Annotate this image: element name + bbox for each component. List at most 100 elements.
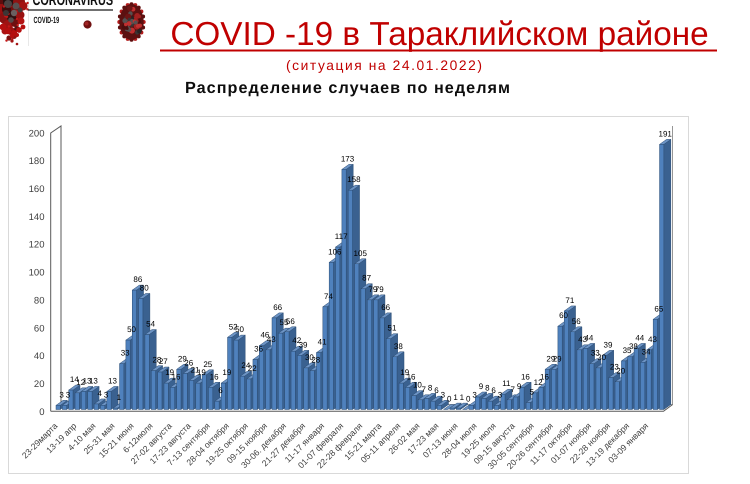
svg-text:3: 3 [441,390,446,399]
svg-text:173: 173 [341,154,355,163]
svg-text:16: 16 [407,372,416,381]
svg-text:30: 30 [597,353,606,362]
svg-text:6: 6 [434,386,439,395]
svg-text:19: 19 [400,368,409,377]
svg-text:28: 28 [152,356,161,365]
svg-text:20: 20 [34,379,45,390]
svg-text:74: 74 [324,292,333,301]
svg-text:COVID -19 в Тараклийском район: COVID -19 в Тараклийском районе [170,16,708,53]
svg-text:0: 0 [447,395,452,404]
svg-text:50: 50 [127,325,136,334]
svg-text:25: 25 [203,360,212,369]
svg-text:43: 43 [578,335,587,344]
svg-text:44: 44 [635,333,644,342]
svg-text:54: 54 [146,320,155,329]
svg-text:19: 19 [165,368,174,377]
svg-text:35: 35 [623,346,632,355]
svg-text:43: 43 [648,335,657,344]
svg-text:56: 56 [286,317,295,326]
svg-text:60: 60 [34,323,45,334]
svg-text:60: 60 [559,311,568,320]
svg-text:0: 0 [39,407,44,418]
svg-text:120: 120 [29,240,45,251]
svg-text:66: 66 [273,303,282,312]
svg-text:13: 13 [83,376,92,385]
svg-text:3: 3 [104,390,109,399]
svg-text:6: 6 [218,386,223,395]
svg-text:52: 52 [229,322,238,331]
svg-text:100: 100 [29,268,45,279]
svg-text:7: 7 [422,385,427,394]
svg-text:191: 191 [659,129,673,138]
svg-text:30: 30 [305,353,314,362]
svg-text:79: 79 [368,285,377,294]
svg-text:22: 22 [248,364,257,373]
svg-text:1: 1 [117,393,122,402]
svg-text:16: 16 [172,372,181,381]
svg-text:51: 51 [388,324,397,333]
svg-text:65: 65 [654,304,663,313]
svg-text:44: 44 [584,333,593,342]
svg-text:3: 3 [59,390,64,399]
svg-text:117: 117 [335,232,348,241]
svg-text:87: 87 [362,274,371,283]
svg-text:158: 158 [347,175,361,184]
svg-text:39: 39 [299,340,308,349]
svg-text:39: 39 [604,340,613,349]
svg-text:27: 27 [159,357,168,366]
svg-text:9: 9 [479,382,484,391]
svg-text:140: 140 [29,212,45,223]
svg-text:56: 56 [572,317,581,326]
svg-text:71: 71 [565,296,574,305]
svg-text:Распределение случаев по недел: Распределение случаев по неделям [185,79,510,97]
svg-text:1: 1 [453,393,458,402]
svg-text:19: 19 [197,368,206,377]
svg-text:38: 38 [629,342,638,351]
svg-text:13: 13 [89,376,98,385]
svg-text:3: 3 [498,390,503,399]
svg-text:16: 16 [210,372,219,381]
svg-text:23: 23 [610,363,619,372]
svg-text:29: 29 [553,354,562,363]
svg-text:33: 33 [121,349,130,358]
svg-text:0: 0 [466,395,471,404]
svg-text:38: 38 [394,342,403,351]
svg-text:12: 12 [76,378,85,387]
svg-text:29: 29 [546,354,555,363]
svg-text:105: 105 [354,249,368,258]
svg-text:10: 10 [413,381,422,390]
svg-text:24: 24 [241,361,250,370]
svg-text:7: 7 [510,385,515,394]
svg-text:55: 55 [280,318,289,327]
svg-text:CORONAVIRUS: CORONAVIRUS [33,0,114,9]
svg-text:14: 14 [70,375,79,384]
svg-text:3: 3 [472,390,477,399]
svg-text:33: 33 [591,349,600,358]
svg-text:4: 4 [98,389,103,398]
svg-text:6: 6 [491,386,496,395]
svg-text:16: 16 [540,372,549,381]
svg-text:28: 28 [311,356,320,365]
svg-text:42: 42 [292,336,301,345]
svg-text:21: 21 [191,365,200,374]
svg-text:16: 16 [521,372,530,381]
svg-text:50: 50 [235,325,244,334]
svg-text:19: 19 [222,368,231,377]
svg-text:20: 20 [616,367,625,376]
svg-text:86: 86 [133,275,142,284]
svg-text:66: 66 [381,303,390,312]
svg-text:46: 46 [260,331,269,340]
svg-text:5: 5 [530,388,535,397]
svg-text:160: 160 [29,184,45,195]
svg-text:80: 80 [34,295,45,306]
svg-text:11: 11 [502,379,511,388]
svg-text:8: 8 [485,383,490,392]
svg-text:1: 1 [460,393,465,402]
svg-text:3: 3 [66,390,71,399]
svg-text:8: 8 [428,383,433,392]
svg-text:180: 180 [29,156,45,167]
svg-text:40: 40 [34,351,45,362]
svg-text:COVID-19: COVID-19 [34,15,60,25]
svg-text:41: 41 [318,338,327,347]
svg-text:36: 36 [254,345,263,354]
